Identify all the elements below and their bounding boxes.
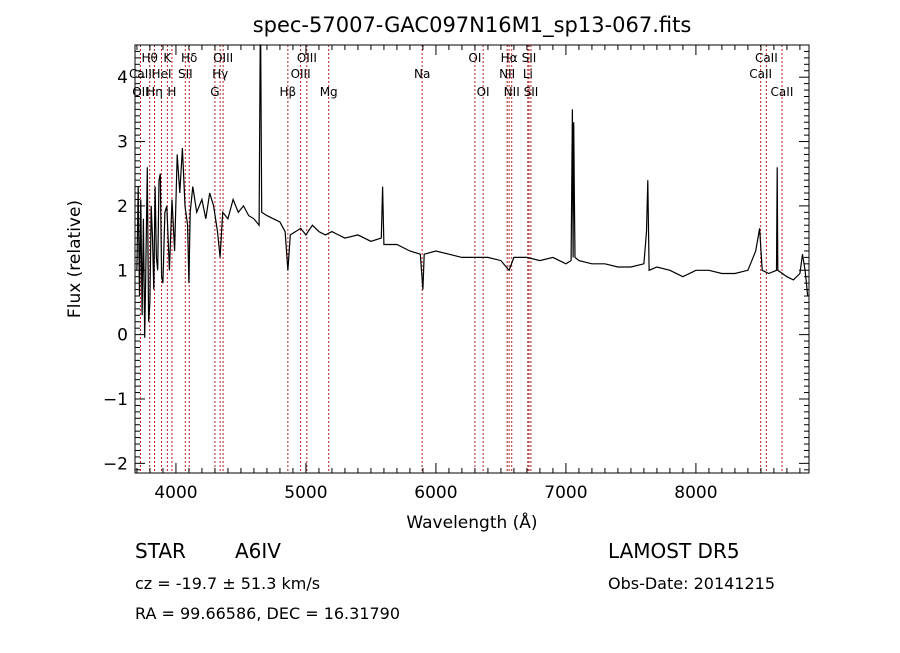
spectral-line-label: HeI bbox=[152, 67, 172, 81]
spectral-line-label: OIII bbox=[297, 51, 317, 65]
spectral-line-label: SII bbox=[522, 51, 537, 65]
spectral-line-label: OIII bbox=[291, 67, 311, 81]
object-type: STAR bbox=[135, 539, 186, 563]
y-tick-label: 0 bbox=[117, 326, 128, 346]
spectral-line-label: SII bbox=[178, 67, 193, 81]
spectral-line-label: Hβ bbox=[280, 85, 297, 99]
y-tick-label: 1 bbox=[117, 261, 128, 281]
survey-label: LAMOST DR5 bbox=[608, 539, 740, 563]
redshift-cz: cz = -19.7 ± 51.3 km/s bbox=[135, 574, 320, 593]
spectral-line-label: CaII bbox=[129, 67, 152, 81]
spectral-line-label: OII bbox=[132, 85, 149, 99]
y-tick-label: −2 bbox=[103, 454, 128, 474]
spectral-line-label: Hα bbox=[501, 51, 518, 65]
subclass: A6IV bbox=[235, 539, 281, 563]
spectral-line-label: K bbox=[163, 51, 172, 65]
spectral-line-label: OIII bbox=[213, 51, 233, 65]
spectral-line-label: Na bbox=[414, 67, 430, 81]
x-tick-label: 5000 bbox=[284, 483, 327, 503]
spectral-line-label: G bbox=[210, 85, 219, 99]
x-tick-label: 8000 bbox=[674, 483, 717, 503]
spectral-line-label: Hθ bbox=[142, 51, 158, 65]
spectral-line-label: Mg bbox=[320, 85, 338, 99]
spectral-line-label: SII bbox=[524, 85, 539, 99]
y-tick-label: 2 bbox=[117, 197, 128, 217]
x-tick-label: 7000 bbox=[544, 483, 587, 503]
spectral-line-label: CaII bbox=[755, 51, 778, 65]
spectral-line-label: H bbox=[167, 85, 176, 99]
spectral-line-label: Hδ bbox=[181, 51, 197, 65]
y-tick-label: 3 bbox=[117, 133, 128, 153]
spectral-line-label: CaII bbox=[749, 67, 772, 81]
y-tick-label: 4 bbox=[117, 68, 128, 88]
spectral-line-label: NII bbox=[499, 67, 515, 81]
x-tick-label: 6000 bbox=[414, 483, 457, 503]
ra-dec: RA = 99.66586, DEC = 16.31790 bbox=[135, 604, 400, 623]
spectral-line-label: OI bbox=[477, 85, 490, 99]
chart-title: spec-57007-GAC097N16M1_sp13-067.fits bbox=[253, 13, 692, 38]
obs-date: Obs-Date: 20141215 bbox=[608, 574, 775, 593]
x-tick-label: 4000 bbox=[154, 483, 197, 503]
spectral-line-label: OI bbox=[468, 51, 481, 65]
y-axis-label: Flux (relative) bbox=[65, 200, 85, 318]
spectral-line-label: CaII bbox=[771, 85, 794, 99]
y-tick-label: −1 bbox=[103, 390, 128, 410]
x-axis-label: Wavelength (Å) bbox=[406, 511, 537, 533]
spectral-line-label: Hγ bbox=[212, 67, 228, 81]
spectral-line-label: NII bbox=[504, 85, 520, 99]
plot-frame bbox=[134, 44, 810, 474]
spectral-line-label: Hη bbox=[146, 85, 163, 99]
spectral-line-label: Li bbox=[523, 67, 533, 81]
spectrum-line bbox=[136, 44, 809, 338]
